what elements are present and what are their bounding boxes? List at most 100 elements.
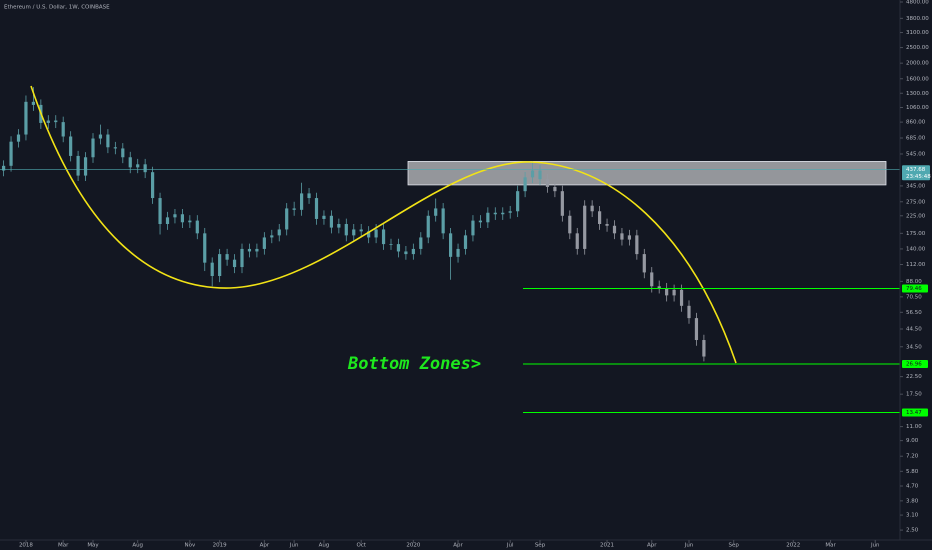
x-tick-label: Nov	[184, 543, 195, 549]
x-tick-label: Aug	[319, 543, 330, 549]
x-tick-label: May	[87, 543, 99, 549]
x-tick-label: Aug	[132, 543, 143, 549]
y-tick-label: 112.00	[906, 262, 926, 268]
candle-body	[687, 305, 691, 319]
y-tick-label: 1060.00	[906, 105, 929, 111]
candle-body	[657, 286, 661, 289]
y-tick-label: 345.00	[906, 183, 926, 189]
candle-body	[61, 122, 65, 137]
y-tick-label: 140.00	[906, 246, 926, 252]
y-tick-label: 17.50	[906, 392, 922, 398]
x-tick-label: Apr	[647, 543, 657, 549]
candle-body	[136, 164, 140, 168]
x-tick-label: Apr	[453, 543, 463, 549]
candle-body	[247, 248, 252, 252]
y-tick-label: 1300.00	[906, 91, 929, 97]
candle-body	[545, 179, 550, 187]
y-tick-label: 9.00	[906, 438, 919, 444]
candle-body	[128, 157, 132, 168]
candle-body	[54, 120, 58, 123]
candle-body	[143, 164, 147, 173]
x-tick-label: Sep	[535, 543, 546, 549]
annotation: Bottom Zones>	[347, 354, 481, 374]
candle-body	[501, 212, 505, 215]
candle-body	[679, 289, 684, 306]
candle-body	[568, 215, 572, 234]
x-tick-label: 2021	[600, 543, 614, 549]
candle-body	[165, 217, 170, 225]
level-label: 13.47	[906, 410, 922, 416]
candle-body	[9, 141, 13, 166]
y-tick-label: 5.80	[906, 469, 919, 475]
candle-body	[277, 229, 281, 236]
candle-body	[665, 288, 669, 296]
candle-body	[292, 208, 296, 210]
candle-body	[590, 205, 594, 212]
candle-body	[307, 193, 311, 199]
y-tick-label: 2000.00	[906, 61, 929, 67]
x-tick-label: 2022	[786, 543, 800, 549]
candle-body	[262, 237, 266, 249]
y-tick-label: 11.00	[906, 424, 922, 430]
candle-body	[2, 165, 6, 171]
candle-body	[493, 212, 497, 215]
y-tick-label: 3800.00	[906, 16, 929, 22]
x-tick-label: Mar	[58, 543, 69, 549]
candle-body	[106, 134, 110, 148]
candle-body	[337, 224, 341, 228]
candle-body	[151, 172, 155, 199]
candle-body	[329, 215, 333, 228]
candle-body	[285, 208, 289, 230]
last-price-label: 437.68	[906, 167, 926, 173]
candle-body	[322, 215, 326, 219]
candle-body	[441, 208, 445, 234]
candle-body	[352, 229, 356, 236]
x-tick-label: Jun	[684, 543, 694, 549]
candle-body	[627, 235, 631, 240]
candle-body	[396, 244, 401, 252]
candle-body	[113, 147, 117, 149]
candle-body	[583, 205, 587, 249]
candle-body	[478, 220, 482, 223]
candle-body	[538, 170, 542, 180]
candle-body	[121, 148, 125, 158]
candle-body	[195, 220, 199, 234]
candle-body	[83, 157, 88, 176]
x-tick-label: Oct	[356, 543, 366, 549]
candle-body	[69, 136, 73, 156]
candle-body	[672, 289, 676, 296]
candle-body	[98, 134, 103, 139]
arc-drawing	[30, 85, 737, 364]
candle-body	[188, 220, 192, 223]
candle-body	[232, 259, 237, 268]
candle-body	[300, 193, 304, 210]
candle-body	[24, 101, 28, 135]
y-tick-label: 34.50	[906, 344, 922, 350]
candle-body	[314, 198, 319, 219]
candle-body	[553, 186, 557, 192]
candle-body	[31, 101, 35, 105]
candle-body	[255, 248, 259, 252]
y-tick-label: 70.50	[906, 294, 922, 300]
candle-body	[560, 191, 564, 216]
y-tick-label: 685.00	[906, 136, 926, 142]
candle-body	[344, 224, 348, 236]
x-tick-label: Sep	[729, 543, 740, 549]
x-tick-label: Jul	[506, 543, 514, 549]
candle-body	[612, 225, 617, 234]
x-tick-label: 2020	[406, 543, 420, 549]
candle-body	[46, 120, 50, 123]
candle-body	[508, 211, 512, 213]
candle-body	[694, 318, 699, 341]
candle-body	[702, 340, 706, 357]
candle-body	[426, 215, 430, 238]
candle-body	[16, 134, 21, 142]
y-tick-label: 175.00	[906, 231, 926, 237]
candle-body	[367, 231, 371, 238]
y-tick-label: 3.10	[906, 513, 919, 519]
y-tick-label: 275.00	[906, 199, 926, 205]
candle-body	[270, 235, 274, 238]
y-tick-label: 3100.00	[906, 30, 929, 36]
candle-body	[523, 177, 527, 192]
